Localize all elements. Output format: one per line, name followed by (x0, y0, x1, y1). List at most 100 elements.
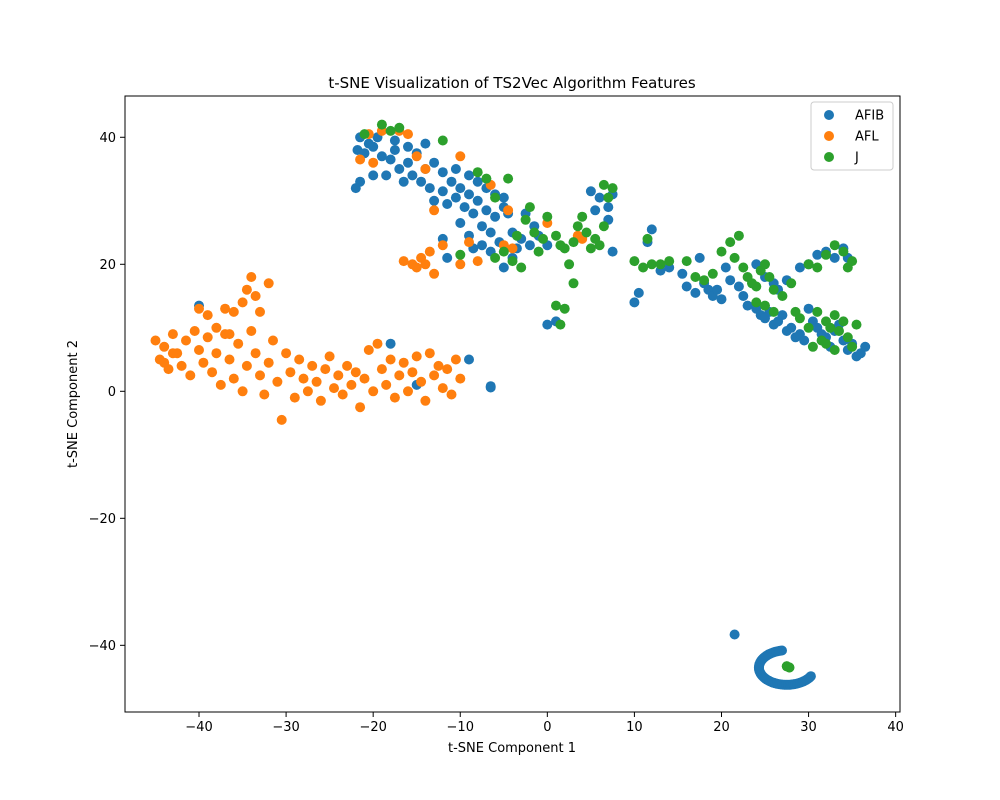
scatter-point-afl-48 (359, 373, 370, 384)
scatter-point-afib-113 (803, 303, 814, 314)
scatter-point-j-52 (729, 252, 740, 263)
scatter-point-j-12 (529, 227, 540, 238)
scatter-point-afl-57 (398, 357, 409, 368)
scatter-point-afl-72 (241, 284, 252, 295)
scatter-point-afib-94 (712, 284, 723, 295)
scatter-point-afib-80 (629, 297, 640, 308)
scatter-point-j-4 (437, 135, 448, 146)
scatter-point-afl-11 (198, 357, 209, 368)
scatter-point-j-40 (629, 256, 640, 267)
scatter-point-afl-67 (442, 364, 453, 375)
scatter-point-j-26 (594, 240, 605, 251)
y-axis-label: t-SNE Component 2 (66, 340, 81, 468)
scatter-point-j-69 (803, 322, 814, 333)
scatter-point-afl-52 (376, 364, 387, 375)
x-tick-label: 10 (626, 720, 643, 735)
legend-marker-afib (824, 110, 834, 120)
scatter-point-j-5 (472, 167, 483, 178)
scatter-point-afl-84 (159, 357, 170, 368)
scatter-point-afib-60 (477, 240, 487, 251)
scatter-point-j-32 (559, 303, 570, 314)
scatter-point-afib-41 (381, 170, 392, 181)
scatter-point-j-50 (716, 246, 727, 257)
scatter-point-j-35 (516, 262, 527, 273)
scatter-point-j-0 (359, 129, 370, 140)
scatter-point-afl-78 (194, 303, 204, 314)
scatter-point-afl-66 (437, 383, 448, 394)
scatter-point-afl-13 (207, 367, 218, 378)
scatter-point-afl-24 (255, 370, 265, 381)
scatter-point-j-6 (481, 173, 492, 184)
scatter-point-j-21 (572, 221, 583, 232)
scatter-point-afl-35 (302, 386, 313, 397)
scatter-point-j-41 (638, 262, 649, 273)
scatter-point-afib-6 (389, 145, 400, 155)
scatter-point-afl-44 (342, 360, 353, 371)
scatter-point-afl-41 (329, 383, 339, 394)
scatter-point-j-22 (577, 211, 588, 222)
scatter-point-afl-96 (503, 205, 514, 216)
scatter-point-j-68 (794, 313, 805, 324)
scatter-point-j-7 (490, 192, 501, 203)
scatter-point-afl-0 (150, 335, 161, 346)
scatter-point-afl-30 (281, 348, 292, 359)
scatter-point-afl-60 (411, 351, 422, 362)
scatter-point-afl-31 (285, 367, 296, 378)
scatter-point-afl-42 (333, 370, 344, 381)
scatter-point-afl-74 (250, 291, 261, 301)
scatter-point-j-42 (642, 233, 653, 244)
scatter-point-afl-17 (224, 354, 235, 365)
scatter-point-afib-24 (477, 221, 487, 232)
scatter-point-j-77 (838, 316, 849, 327)
scatter-point-afib-107 (777, 310, 788, 321)
scatter-point-afl-106 (464, 237, 474, 248)
scatter-point-afl-19 (233, 338, 244, 349)
scatter-point-afib-23 (472, 195, 483, 206)
scatter-point-afib-128 (812, 249, 823, 260)
scatter-point-afib-14 (429, 195, 440, 206)
scatter-point-afl-49 (363, 345, 374, 355)
scatter-point-afl-36 (307, 360, 318, 371)
scatter-point-afl-59 (407, 367, 418, 378)
scatter-point-afl-53 (381, 379, 392, 390)
scatter-point-j-2 (385, 125, 396, 136)
scatter-point-j-59 (760, 259, 770, 270)
legend-label-afib: AFIB (855, 109, 884, 124)
scatter-point-afib-16 (442, 199, 453, 209)
scatter-point-afl-38 (315, 395, 326, 406)
scatter-point-afib-17 (446, 176, 457, 187)
y-tick-label: 0 (108, 385, 116, 400)
scatter-point-afl-50 (368, 386, 379, 397)
scatter-point-j-3 (394, 122, 405, 133)
scatter-point-j-9 (511, 230, 522, 241)
scatter-point-afl-77 (202, 310, 213, 321)
scatter-point-afib-109 (786, 322, 797, 333)
scatter-point-j-79 (847, 341, 858, 352)
scatter-point-afl-9 (189, 326, 200, 336)
scatter-point-afl-97 (398, 256, 409, 267)
scatter-point-afl-26 (263, 357, 274, 368)
scatter-point-j-71 (812, 306, 823, 317)
scatter-point-afl-7 (181, 335, 191, 346)
scatter-point-afib-4 (376, 151, 387, 162)
scatter-point-j-64 (768, 306, 779, 317)
scatter-point-afl-43 (337, 389, 348, 400)
scatter-point-afib-75 (594, 192, 605, 203)
scatter-point-j-61 (768, 284, 779, 295)
scatter-point-afib-88 (681, 281, 692, 292)
scatter-point-j-8 (503, 173, 514, 184)
scatter-point-j-46 (681, 256, 692, 267)
scatter-point-afl-73 (246, 272, 257, 282)
scatter-point-j-70 (807, 341, 818, 352)
scatter-point-j-44 (655, 259, 666, 270)
scatter-point-afib-99 (738, 291, 749, 301)
y-tick-label: −20 (89, 512, 116, 527)
scatter-point-afl-107 (472, 256, 483, 267)
scatter-point-j-23 (581, 227, 592, 238)
scatter-point-afl-21 (241, 360, 252, 371)
scatter-point-afl-105 (455, 259, 466, 270)
legend-label-afl: AFL (855, 130, 879, 145)
scatter-point-afl-99 (411, 262, 422, 273)
scatter-point-j-82 (821, 338, 831, 349)
plot-frame (124, 95, 901, 713)
